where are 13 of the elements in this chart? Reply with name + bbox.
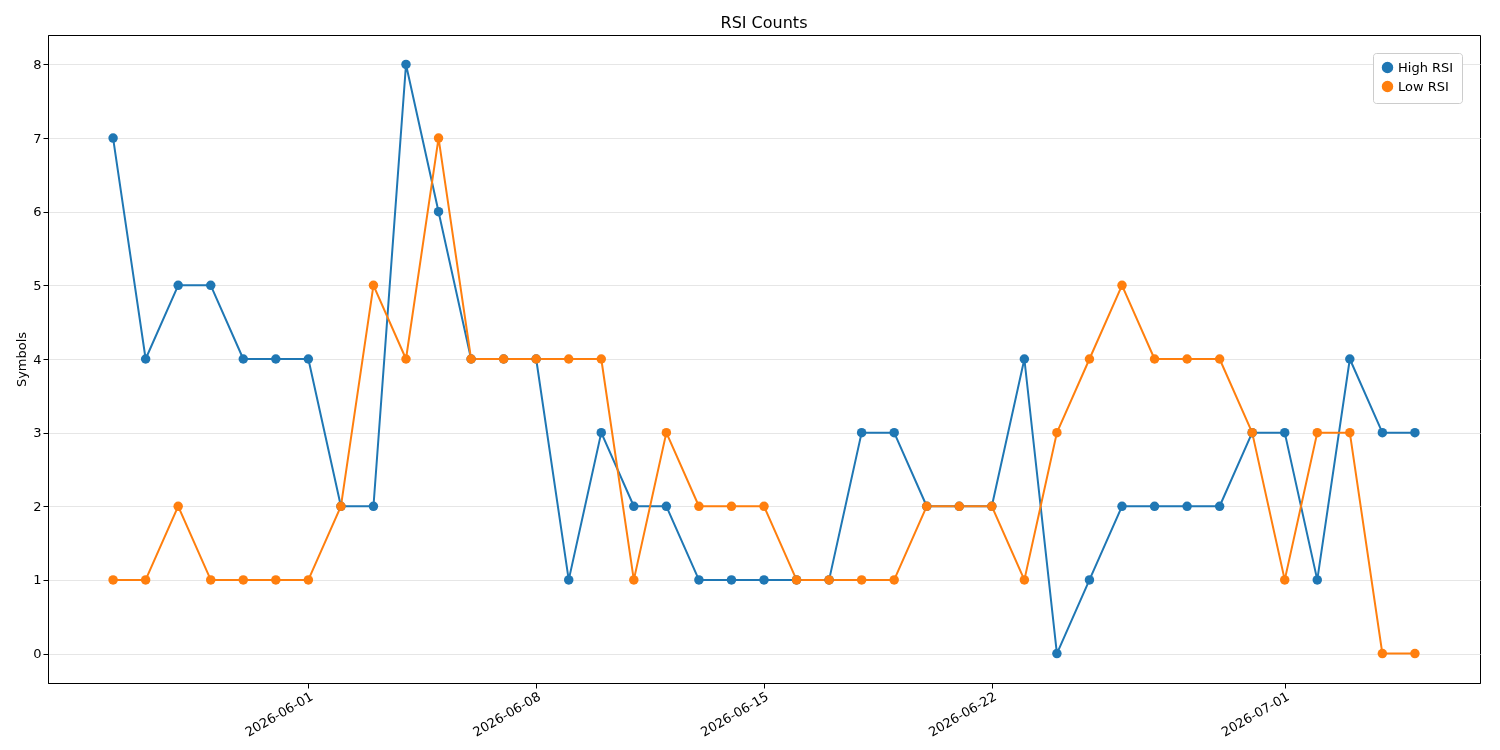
y-tick-label: 1 <box>33 572 42 588</box>
y-axis-title: Symbols <box>14 331 30 388</box>
chart-title: RSI Counts <box>720 13 808 32</box>
y-tick-label: 0 <box>33 646 42 662</box>
y-tick-label: 4 <box>33 351 42 367</box>
y-tick-label: 6 <box>33 204 42 220</box>
y-tick-label: 5 <box>33 277 42 293</box>
y-tick-label: 7 <box>33 130 42 146</box>
y-tick-label: 8 <box>33 56 42 72</box>
legend-label: High RSI <box>1398 59 1454 75</box>
legend-label: Low RSI <box>1398 78 1449 94</box>
y-tick-label: 3 <box>33 425 42 441</box>
y-tick-label: 2 <box>33 498 42 514</box>
